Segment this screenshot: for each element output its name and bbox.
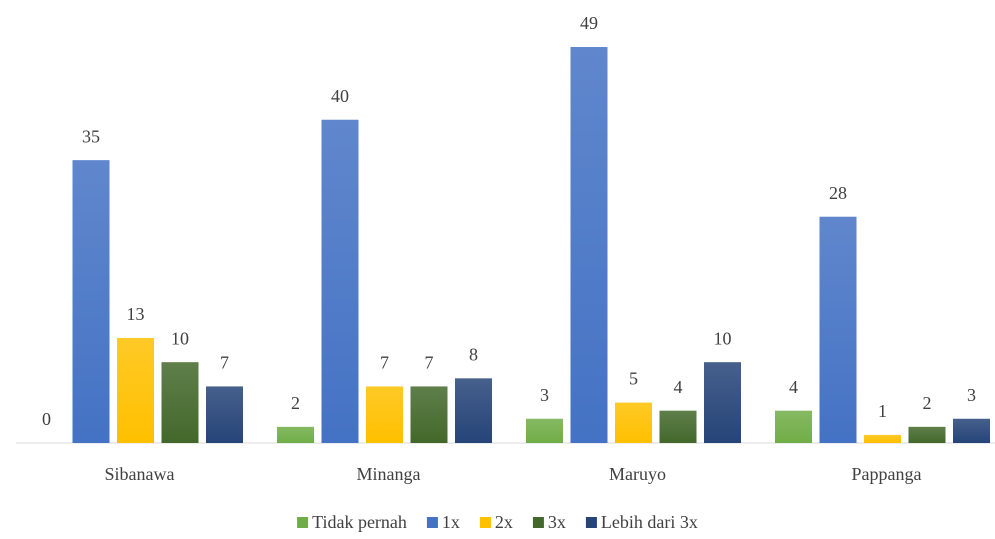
- value-label: 13: [127, 304, 145, 324]
- value-label: 10: [714, 328, 732, 348]
- bar: [775, 410, 812, 443]
- value-label: 7: [380, 353, 389, 373]
- bar: [908, 426, 946, 443]
- bar: [410, 386, 448, 443]
- bar: [864, 434, 901, 443]
- legend-label: Tidak pernah: [312, 512, 407, 532]
- value-label: 7: [425, 353, 434, 373]
- legend-swatch: [426, 517, 438, 528]
- legend-swatch: [479, 517, 491, 528]
- value-label: 1: [878, 401, 887, 421]
- bar: [161, 362, 199, 443]
- value-label: 4: [674, 377, 683, 397]
- legend-swatch: [585, 517, 597, 528]
- value-label: 4: [789, 377, 798, 397]
- bar: [526, 418, 563, 443]
- value-label: 40: [331, 86, 349, 106]
- value-label: 0: [42, 409, 51, 429]
- legend-label: Lebih dari 3x: [601, 512, 698, 532]
- x-tick-label: Sibanawa: [105, 464, 175, 484]
- x-tick-label: Pappanga: [852, 464, 922, 484]
- bar: [953, 418, 990, 443]
- legend-swatch: [532, 517, 544, 528]
- value-label: 49: [580, 13, 598, 33]
- x-tick-label: Maruyo: [609, 464, 666, 484]
- bar: [117, 337, 154, 443]
- bar: [819, 216, 857, 443]
- bar: [659, 410, 697, 443]
- bar: [206, 386, 243, 443]
- x-tick-label: Minanga: [357, 464, 421, 484]
- legend-label: 3x: [548, 512, 566, 532]
- bar: [615, 402, 652, 443]
- bar: [704, 362, 741, 443]
- value-label: 28: [829, 183, 847, 203]
- value-label: 5: [629, 369, 638, 389]
- bar: [321, 119, 359, 444]
- value-label: 3: [540, 385, 549, 405]
- value-label: 10: [171, 328, 189, 348]
- value-label: 35: [82, 126, 100, 146]
- legend-label: 2x: [495, 512, 513, 532]
- bar: [570, 47, 608, 443]
- legend-label: 1x: [442, 512, 460, 532]
- bar: [72, 160, 110, 443]
- bar: [455, 378, 492, 443]
- value-label: 8: [469, 344, 478, 364]
- bar: [366, 386, 403, 443]
- value-label: 2: [923, 393, 932, 413]
- value-label: 3: [967, 385, 976, 405]
- bar: [277, 426, 314, 443]
- value-label: 7: [220, 353, 229, 373]
- legend-swatch: [297, 517, 309, 528]
- value-label: 2: [291, 393, 300, 413]
